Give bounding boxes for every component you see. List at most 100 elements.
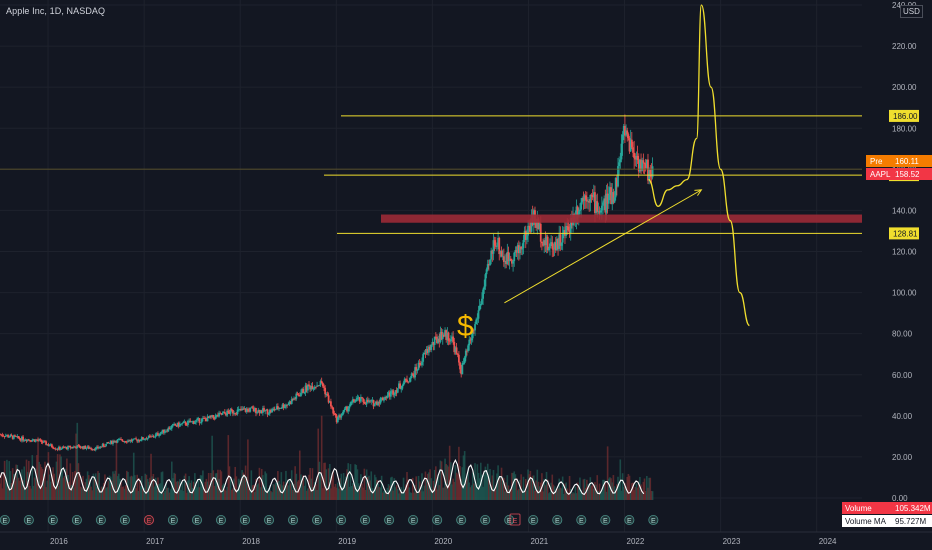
volume-bar [416,492,419,500]
candle-body [597,211,600,213]
candle-body [520,246,523,250]
candle-body [580,202,583,210]
level-badge [889,227,919,240]
earnings-marker [384,515,395,526]
volume-bar [45,487,47,500]
candle-body [255,407,257,414]
drawings[interactable]: $ [457,4,751,343]
volume-bar [625,486,627,500]
volume-bar [220,471,223,500]
volume-bar [70,485,73,500]
candle-body [281,404,284,408]
earnings-marker [95,515,106,526]
candle-body [42,441,45,443]
candle-body [9,434,12,437]
candle-body [426,348,429,353]
volume-bar [295,473,298,500]
volume-bar [319,472,322,500]
time-axis[interactable]: 2016 2017 2018 2019 2020 2021 2022 2023 2024 [0,531,932,550]
pre-badge-label: Pre [870,157,883,166]
volume-bar [396,489,399,500]
candle-body [650,174,653,178]
candle-body [165,430,167,432]
candle-body [193,422,196,424]
candle-body [499,250,502,255]
level-badge [889,109,919,122]
earnings-letter: E [531,518,536,525]
volume-bar [501,477,504,500]
volume-bar [135,488,137,500]
candle-body [288,401,291,405]
volume-bar [640,484,642,500]
volume-bar [166,487,168,500]
volume-bar [242,472,245,500]
volume-bar [451,484,453,500]
volume-bar [350,485,353,500]
candle-body [327,395,330,403]
candle-body [562,230,565,234]
candle-body [145,438,148,440]
volume-bar [226,486,228,500]
volume-bar [138,478,141,500]
volume-bar [421,473,423,500]
volume-bar [199,475,202,500]
price-tick-label: 100.00 [892,289,917,298]
candle-body [519,246,521,254]
volume-bar [580,489,582,500]
volume-bar [478,478,481,500]
price-candles [0,114,654,452]
candle-body [356,398,359,400]
volume-bar [591,484,594,500]
candle-body [94,447,97,451]
volume-bar [373,474,376,500]
horizontal-levels[interactable] [0,115,862,234]
volume-bar [346,469,348,500]
volume-bar [150,453,152,500]
candle-body [452,336,455,342]
candle-body [389,391,392,397]
volume-bar [122,486,125,500]
volume-bar [187,480,189,500]
price-axis[interactable]: 240.00220.00200.00180.00160.00140.00120.… [862,0,932,532]
candle-body [295,393,298,399]
volume-bar [30,488,32,500]
volume-bar [466,477,468,500]
volume-bar [240,479,242,500]
candle-body [109,440,112,443]
candle-body [252,408,255,412]
candle-body [85,447,88,449]
earnings-letter: E [651,518,656,525]
volume-bar [101,486,104,500]
candle-body [219,412,222,414]
volume-bar [111,480,113,500]
level-badge-value: 186.00 [893,112,918,121]
volume-bar [99,490,102,500]
candle-body [398,383,400,389]
volume-bar [338,488,340,500]
candle-body [505,261,508,264]
volume-bar [411,477,414,500]
volume-bar [142,489,144,500]
candle-body [455,347,458,354]
volume-bar [15,464,17,500]
candle-body [188,420,190,422]
volume-bar [165,482,167,500]
volume-bar [302,475,305,500]
volume-ma-path [0,458,645,496]
volume-bar [77,463,80,500]
candle-body [361,397,363,399]
candle-body [552,248,555,250]
currency-button[interactable]: USD [900,5,923,18]
candle-body [486,264,489,270]
candle-body [579,209,581,212]
candle-body [127,440,129,443]
earnings-marker [648,515,659,526]
candle-body [628,138,631,152]
price-tick-label: 0.00 [892,494,908,503]
candle-body [139,440,142,442]
candle-body [365,399,368,405]
volume-bar [622,486,625,500]
volume-bar [23,466,26,500]
volume-bar [55,461,58,500]
